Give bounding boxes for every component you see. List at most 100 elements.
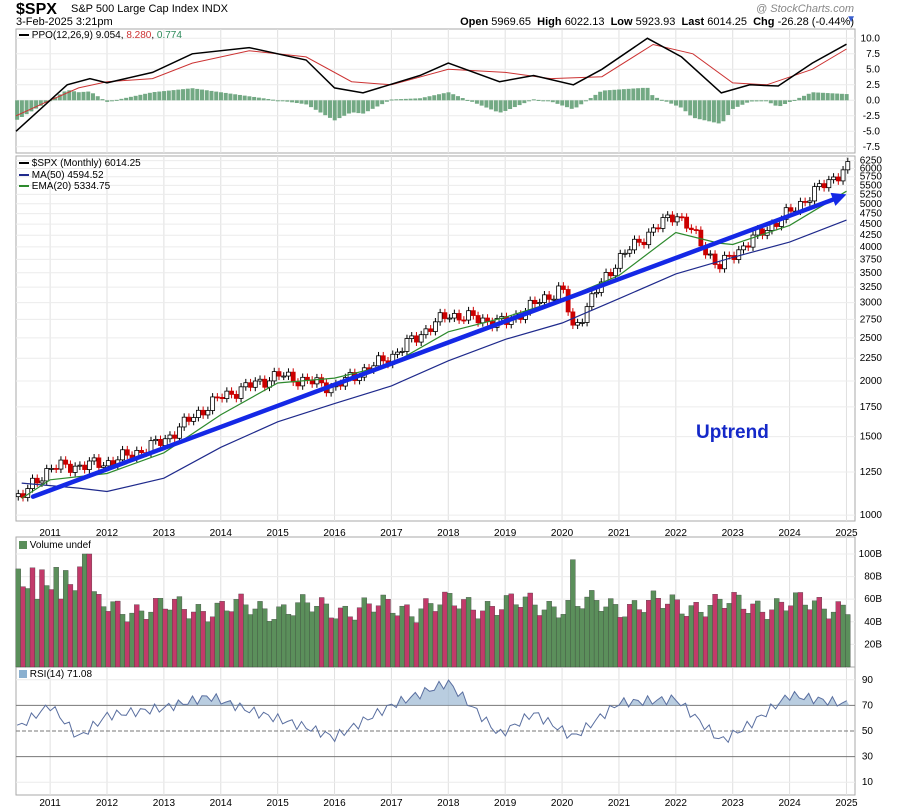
price-tick-label: 1250 bbox=[860, 467, 883, 478]
ppo-histogram-bar bbox=[53, 97, 58, 101]
ppo-histogram-bar bbox=[498, 100, 503, 113]
ppo-histogram-bar bbox=[844, 94, 849, 101]
candle-body bbox=[736, 249, 742, 260]
volume-bar bbox=[546, 601, 552, 668]
volume-bar bbox=[404, 604, 410, 668]
ppo-histogram-bar bbox=[200, 89, 205, 101]
volume-bar bbox=[712, 594, 718, 668]
price-value: 6014.25 bbox=[104, 158, 141, 169]
x-tick-label: 2020 bbox=[551, 528, 574, 539]
ema-legend: EMA(20) 5334.75 bbox=[19, 181, 110, 192]
volume-bar bbox=[764, 619, 770, 668]
ppo-histogram-bar bbox=[640, 87, 645, 101]
ppo-hist: 0.774 bbox=[156, 30, 182, 41]
ppo-histogram-bar bbox=[247, 96, 252, 101]
ppo-histogram-bar bbox=[185, 88, 190, 101]
x-tick-label: 2023 bbox=[722, 798, 745, 809]
candle-body bbox=[475, 315, 481, 324]
volume-bar bbox=[769, 609, 775, 668]
candle-body bbox=[229, 390, 234, 395]
ppo-histogram-bar bbox=[237, 94, 242, 101]
candle-body bbox=[162, 438, 168, 446]
chevron-down-icon[interactable]: ▼ bbox=[846, 14, 856, 25]
ppo-histogram-bar bbox=[119, 98, 124, 101]
volume-bar bbox=[20, 586, 26, 668]
volume-bar bbox=[603, 606, 609, 668]
ppo-histogram-bar bbox=[493, 100, 498, 112]
volume-bar bbox=[845, 614, 851, 668]
volume-bar bbox=[91, 591, 97, 668]
candle-body bbox=[584, 306, 590, 323]
volume-bar bbox=[721, 608, 728, 668]
candle-body bbox=[437, 312, 443, 323]
volume-bar bbox=[172, 598, 178, 668]
candle-body bbox=[722, 254, 727, 270]
volume-bar bbox=[176, 596, 183, 668]
volume-bar bbox=[726, 603, 732, 668]
ppo-histogram-bar bbox=[38, 100, 43, 106]
volume-bar bbox=[622, 616, 628, 668]
volume-bar bbox=[238, 593, 244, 668]
volume-bar bbox=[465, 597, 472, 668]
volume-bar bbox=[475, 618, 481, 668]
volume-bar bbox=[608, 598, 614, 668]
candle-body bbox=[257, 378, 263, 382]
candle-body bbox=[224, 390, 230, 400]
ppo-histogram-bar bbox=[522, 100, 527, 104]
volume-bar bbox=[347, 616, 353, 668]
x-tick-label: 2020 bbox=[551, 798, 574, 809]
candle-body bbox=[451, 313, 457, 319]
ppo-histogram-bar bbox=[778, 100, 783, 107]
ppo-histogram-bar bbox=[783, 100, 788, 105]
volume-bar bbox=[48, 589, 55, 668]
volume-bar bbox=[783, 610, 789, 668]
ppo-histogram-bar bbox=[735, 100, 740, 107]
volume-bar bbox=[541, 609, 548, 668]
candle-body bbox=[295, 381, 301, 387]
candle-body bbox=[210, 396, 216, 411]
ppo-pane bbox=[15, 28, 856, 154]
candle-body bbox=[380, 355, 386, 362]
ppo-histogram-bar bbox=[266, 98, 271, 101]
volume-bar bbox=[205, 621, 211, 668]
ppo-histogram-bar bbox=[669, 100, 674, 104]
volume-bar bbox=[86, 553, 93, 668]
ppo-histogram-bar bbox=[285, 100, 290, 102]
candle-body bbox=[608, 272, 614, 277]
candle-body bbox=[414, 335, 419, 343]
ppo-histogram-bar bbox=[233, 94, 238, 101]
candle-body bbox=[39, 480, 45, 484]
candle-body bbox=[105, 460, 111, 467]
ppo-histogram-bar bbox=[43, 100, 48, 103]
candle-body bbox=[537, 302, 543, 305]
candle-body bbox=[49, 468, 54, 470]
volume-bar bbox=[371, 611, 377, 668]
candle-body bbox=[594, 292, 599, 295]
price-name: $SPX (Monthly) bbox=[31, 158, 102, 169]
ppo-histogram-bar bbox=[380, 100, 385, 105]
candle-body bbox=[821, 183, 827, 189]
exchange-label: INDX bbox=[201, 3, 228, 15]
price-tick-label: 5500 bbox=[860, 180, 883, 191]
volume-bar bbox=[72, 590, 78, 668]
price-tick-label: 1750 bbox=[860, 402, 883, 413]
ppo-histogram-bar bbox=[105, 100, 110, 102]
volume-bar bbox=[34, 598, 40, 668]
candle-body bbox=[428, 328, 434, 332]
candle-body bbox=[579, 322, 585, 324]
rsi-name: RSI(14) bbox=[29, 669, 65, 680]
volume-bar bbox=[574, 606, 581, 668]
price-tick-label: 3250 bbox=[860, 282, 883, 293]
volume-tick-label: 60B bbox=[864, 594, 882, 605]
volume-tick-label: 100B bbox=[859, 549, 883, 560]
volume-bar bbox=[499, 609, 505, 668]
candle-body bbox=[167, 434, 173, 440]
candle-body bbox=[63, 459, 69, 465]
ppo-histogram-bar bbox=[607, 90, 612, 101]
index-name: S&P 500 Large Cap Index INDX bbox=[71, 3, 228, 15]
volume-bar bbox=[25, 588, 31, 668]
ppo-histogram-bar bbox=[304, 100, 309, 105]
ma-legend: MA(50) 4594.52 bbox=[19, 170, 104, 181]
x-tick-label: 2015 bbox=[267, 798, 290, 809]
volume-bar bbox=[660, 608, 666, 668]
